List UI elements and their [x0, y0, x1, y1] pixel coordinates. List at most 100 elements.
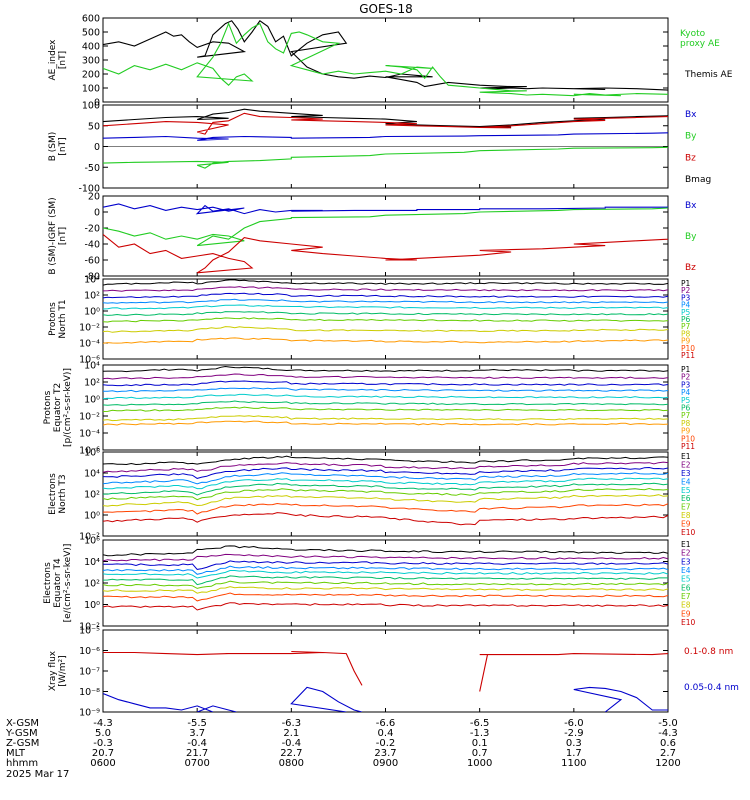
series-kyoto-proxy-ae: [103, 22, 668, 97]
legend-p7: P7: [681, 322, 691, 331]
y-tick-label: 10⁻²: [79, 532, 100, 543]
y-tick-label: 10⁻²: [79, 412, 100, 423]
y-tick-label: 50: [88, 121, 100, 132]
legend-item: By: [685, 132, 697, 142]
y-axis-label: Protons: [43, 390, 53, 424]
series-p6: [103, 400, 668, 406]
footer-value: 0600: [90, 758, 115, 769]
legend-p11: P11: [681, 351, 695, 360]
legend-item: proxy AE: [680, 39, 720, 49]
footer-value: 22.7: [280, 748, 302, 759]
legend-p9: P9: [681, 337, 691, 346]
y-tick-label: 10⁻⁵: [79, 626, 100, 637]
legend-e4: E4: [681, 477, 691, 486]
legend-item: Kyoto: [680, 29, 706, 39]
footer-value: -2.9: [564, 728, 584, 739]
series-e2: [103, 553, 668, 562]
y-axis-label: B (SM): [48, 132, 58, 162]
y-tick-label: 10²: [84, 378, 100, 389]
legend-e10: E10: [681, 618, 696, 627]
y-axis-label: Equator T4: [53, 558, 63, 608]
footer-value: 1.7: [566, 748, 582, 759]
y-axis-label: [W/m²]: [58, 655, 68, 686]
footer-value: -0.3: [93, 738, 113, 749]
series-e5: [103, 477, 668, 490]
footer-value: 2.1: [283, 728, 299, 739]
y-axis-label: North T1: [58, 299, 68, 338]
footer-value: 0.1: [472, 738, 488, 749]
legend-p8: P8: [681, 419, 691, 428]
footer-value: -4.3: [658, 728, 678, 739]
y-tick-label: 10²: [84, 579, 100, 590]
legend-p8: P8: [681, 329, 691, 338]
series-e6: [103, 482, 668, 496]
footer-value: 0700: [184, 758, 209, 769]
series-p3: [103, 292, 668, 299]
series-e10: [103, 602, 668, 611]
footer-value: 0.3: [566, 738, 582, 749]
legend-p6: P6: [681, 404, 691, 413]
legend-item: 0.1-0.8 nm: [684, 647, 733, 657]
legend-e4: E4: [681, 566, 691, 575]
footer-value: 0.4: [378, 728, 394, 739]
y-tick-label: 100: [82, 101, 100, 112]
y-tick-label: 10⁴: [84, 557, 100, 568]
footer-value: 2.7: [660, 748, 676, 759]
legend-e2: E2: [681, 460, 691, 469]
y-tick-label: 10⁰: [84, 600, 100, 611]
y-tick-label: 10⁴: [84, 469, 100, 480]
y-tick-label: 10²: [84, 490, 100, 501]
footer-value: 0900: [373, 758, 398, 769]
footer-value: 21.7: [186, 748, 208, 759]
legend-e3: E3: [681, 469, 691, 478]
series-e3: [103, 466, 668, 479]
series-p2: [103, 286, 668, 292]
footer-value: 1000: [467, 758, 492, 769]
legend-e7: E7: [681, 592, 691, 601]
y-axis-label: North T3: [58, 474, 68, 513]
footer-value: -6.6: [376, 718, 396, 729]
legend-item: Bz: [685, 263, 696, 273]
legend-item: By: [685, 232, 697, 242]
panel-xray: 10⁻⁹ 10⁻⁸ 10⁻⁷ 10⁻⁶ 10⁻⁵ Xray flux [W/m²] 0.1-0…: [48, 626, 739, 719]
legend-e5: E5: [681, 575, 691, 584]
legend-item: Bmag: [685, 175, 711, 185]
y-tick-label: 0: [94, 142, 100, 153]
footer-label: hhmm: [6, 758, 38, 769]
footer-value: 23.7: [374, 748, 396, 759]
y-axis-label: Protons: [48, 302, 58, 336]
footer-label: MLT: [6, 748, 26, 759]
series-e10: [103, 512, 668, 526]
footer-value: -0.4: [282, 738, 302, 749]
footer-value: -0.2: [376, 738, 396, 749]
series-0-1-0-8-nm: [103, 650, 363, 686]
legend-e8: E8: [681, 511, 691, 520]
panel-eet4: 10⁻² 10⁰ 10² 10⁴ 10⁶ Electrons Equator T4 [e/(c…: [43, 536, 696, 633]
y-tick-label: 100: [82, 84, 100, 95]
series-p1: [103, 279, 668, 286]
series-p3: [103, 380, 668, 387]
series-p8: [103, 326, 668, 333]
series-bz: [103, 233, 668, 274]
series-e8: [103, 494, 668, 507]
legend-item: Bx: [685, 110, 697, 120]
legend-p2: P2: [681, 373, 691, 382]
y-tick-label: 0: [94, 208, 100, 219]
series-p7: [103, 317, 668, 323]
y-axis-label: Xray flux: [48, 650, 58, 691]
series-bx: [103, 203, 668, 215]
footer-value: 0.7: [472, 748, 488, 759]
y-tick-label: 10⁻⁹: [79, 708, 100, 719]
series-e3: [103, 560, 668, 570]
footer-value: 1100: [561, 758, 586, 769]
y-tick-label: 600: [82, 14, 100, 25]
legend-item: Themis AE: [684, 70, 733, 80]
series-p9: [103, 337, 668, 344]
panel-bsm: -100 -50 0 50 100 B (SM) [nT] Bx By Bz Bmag: [48, 101, 711, 195]
y-tick-label: 10⁻⁶: [79, 355, 100, 366]
legend-p3: P3: [681, 293, 691, 302]
legend-p10: P10: [681, 344, 695, 353]
series-e9: [103, 502, 668, 515]
legend-p3: P3: [681, 380, 691, 389]
